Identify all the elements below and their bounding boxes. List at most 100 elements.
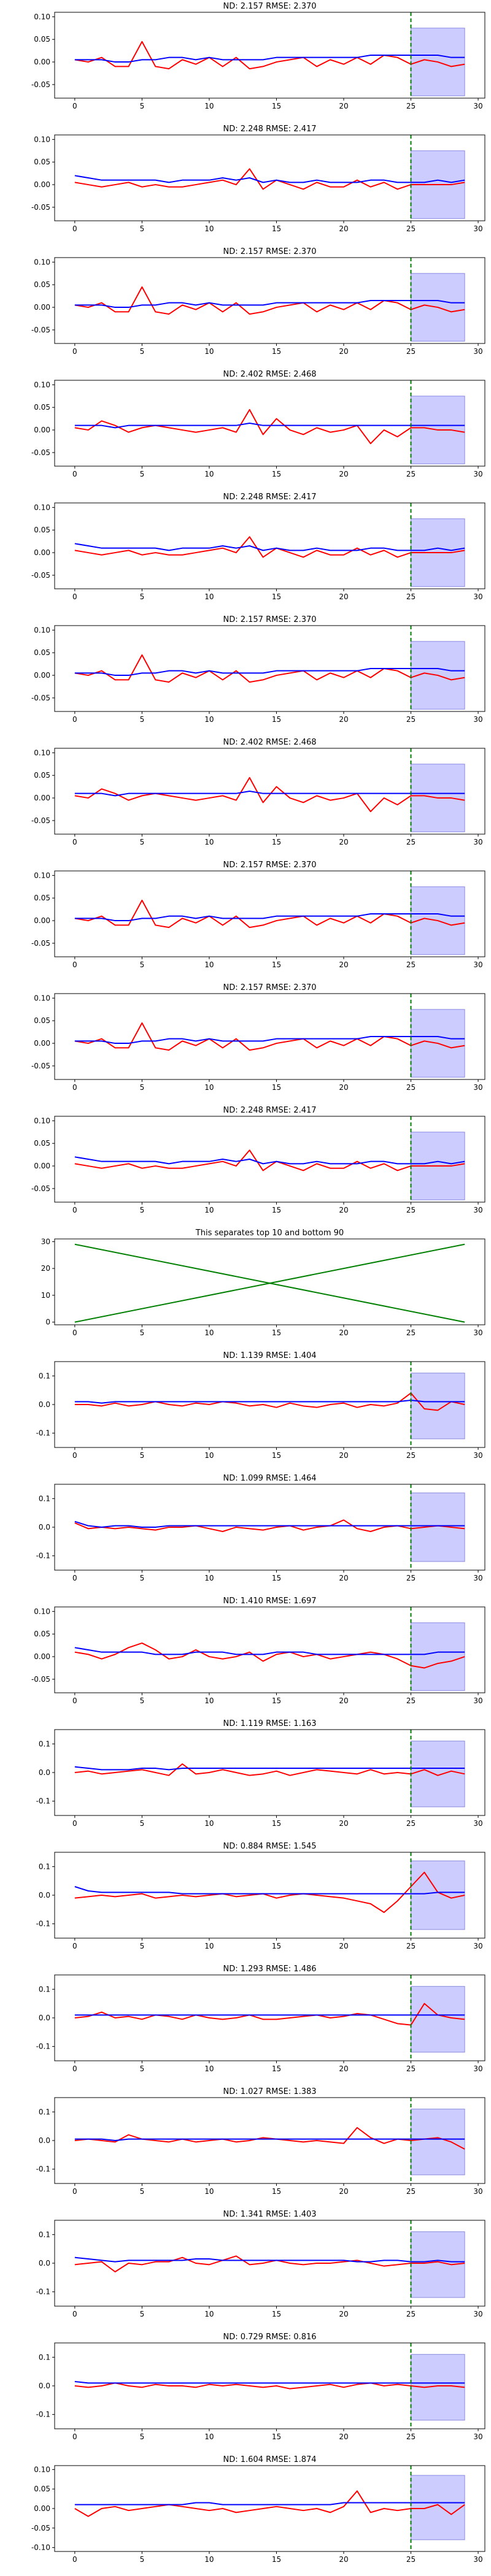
x-tick-label: 10 [204,1696,214,1705]
y-tick-label: 0.00 [34,794,50,802]
x-tick-label: 0 [72,1328,77,1337]
y-tick-label: 0.00 [34,426,50,434]
subplot-1: ND: 2.157 RMSE: 2.370 0 5 10 15 20 25 30 -0.05 0.… [31,2,485,110]
x-tick-label: 0 [72,470,77,478]
y-tick-label: 0.0 [39,1891,50,1899]
actual-series-line [74,2003,465,2026]
x-tick-label: 5 [140,102,145,110]
y-tick-label: 10 [41,1291,50,1300]
x-tick-label: 20 [339,2187,348,2196]
axes-frame [54,134,485,221]
y-tick-label: 0.1 [39,2230,50,2239]
x-tick-label: 5 [140,838,145,846]
subplot-title: ND: 2.402 RMSE: 2.468 [223,370,316,379]
y-tick-label: 0.05 [34,1016,50,1025]
y-tick-label: 0.00 [34,1652,50,1661]
x-tick-label: 30 [473,1696,482,1705]
subplot-title: ND: 1.341 RMSE: 1.403 [223,2210,316,2219]
x-tick-label: 30 [473,2555,482,2564]
y-tick-label: 0.05 [34,526,50,534]
x-tick-label: 10 [204,102,214,110]
subplot-title: ND: 1.027 RMSE: 1.383 [223,2087,316,2096]
x-tick-label: 20 [339,960,348,969]
y-tick-label: 0.10 [34,994,50,1002]
subplot-title: ND: 2.248 RMSE: 2.417 [223,1106,316,1115]
axes-frame [54,380,485,467]
x-tick-label: 5 [140,347,145,356]
y-tick-label: 20 [41,1264,50,1273]
predicted-series-line [74,1156,465,1165]
x-tick-label: 5 [140,1083,145,1092]
actual-series-line [74,654,465,683]
x-tick-label: 25 [406,1451,416,1460]
subplot-12: ND: 1.139 RMSE: 1.404 0 5 10 15 20 25 30 -0.1 0.0… [36,1351,485,1460]
x-tick-label: 15 [272,1574,281,1582]
x-tick-label: 0 [72,102,77,110]
x-tick-label: 0 [72,1819,77,1828]
x-tick-label: 0 [72,838,77,846]
x-tick-label: 20 [339,470,348,478]
y-tick-label: -0.05 [31,816,50,825]
actual-series-line [74,2127,465,2150]
y-tick-label: -0.1 [36,2288,50,2296]
predicted-series-line [74,55,465,63]
predicted-series-line [74,668,465,677]
predicted-series-line [74,300,465,309]
x-tick-label: 15 [272,1328,281,1337]
confidence-band [411,1986,465,2053]
x-tick-label: 15 [272,2310,281,2318]
actual-series-line [74,1022,465,1051]
x-tick-label: 0 [72,2187,77,2196]
y-tick-label: 0.0 [39,2382,50,2390]
x-tick-label: 15 [272,592,281,601]
y-tick-label: 0.1 [39,1862,50,1871]
subplot-7: ND: 2.402 RMSE: 2.468 0 5 10 15 20 25 30 -0.05 0.… [31,738,485,846]
x-tick-label: 0 [72,715,77,724]
y-tick-label: 0.00 [34,1039,50,1048]
y-tick-label: 0.05 [34,403,50,412]
subplot-5: ND: 2.248 RMSE: 2.417 0 5 10 15 20 25 30 -0.05 0.… [31,493,485,601]
y-tick-label: 0.1 [39,1985,50,1993]
y-tick-label: 0.05 [34,2485,50,2493]
x-tick-label: 5 [140,592,145,601]
x-tick-label: 25 [406,470,416,478]
x-tick-label: 25 [406,1819,416,1828]
y-tick-label: 0.05 [34,1630,50,1638]
x-tick-label: 5 [140,1328,145,1337]
predicted-series-line [74,175,465,183]
x-tick-label: 20 [339,1942,348,1950]
x-tick-label: 0 [72,1083,77,1092]
subplot-title: ND: 1.293 RMSE: 1.486 [223,1965,316,1974]
x-tick-label: 10 [204,2064,214,2073]
x-tick-label: 20 [339,2310,348,2318]
x-tick-label: 25 [406,1328,416,1337]
y-tick-label: -0.1 [36,1429,50,1438]
subplot-title: ND: 0.884 RMSE: 1.545 [223,1842,316,1851]
x-tick-label: 25 [406,1696,416,1705]
y-tick-label: 0.00 [34,548,50,557]
x-tick-label: 0 [72,1942,77,1950]
x-tick-label: 10 [204,2310,214,2318]
x-tick-label: 5 [140,1819,145,1828]
predicted-series-line [74,1520,465,1528]
subplot-17: ND: 1.293 RMSE: 1.486 0 5 10 15 20 25 30 -0.1 0.0… [36,1965,485,2073]
x-tick-label: 5 [140,470,145,478]
y-tick-label: 0.10 [34,258,50,266]
axes-frame [54,625,485,712]
x-tick-label: 30 [473,2187,482,2196]
confidence-band [411,2109,465,2175]
subplot-21: ND: 1.604 RMSE: 1.874 0 5 10 15 20 25 30 -0.10 -0… [31,2455,485,2564]
predicted-series-line [74,1766,465,1771]
confidence-band [411,1860,465,1930]
x-tick-label: 15 [272,2187,281,2196]
x-tick-label: 30 [473,592,482,601]
x-tick-label: 15 [272,102,281,110]
x-tick-label: 15 [272,715,281,724]
y-tick-label: 0.00 [34,916,50,925]
predicted-series-line [74,423,465,429]
x-tick-label: 5 [140,2310,145,2318]
y-tick-label: 0.00 [34,303,50,312]
actual-series-line [74,1763,465,1776]
actual-series-line [74,2255,465,2272]
